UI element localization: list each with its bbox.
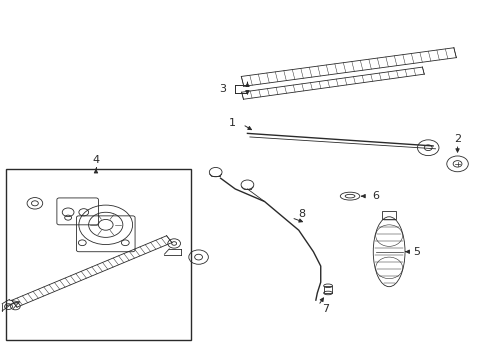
Text: 2: 2 xyxy=(454,135,461,144)
Bar xyxy=(324,286,332,293)
Text: 6: 6 xyxy=(372,191,379,201)
Text: 7: 7 xyxy=(322,304,329,314)
Text: 4: 4 xyxy=(93,155,99,165)
Bar xyxy=(5,169,191,339)
Text: 1: 1 xyxy=(229,118,236,128)
Text: 8: 8 xyxy=(299,209,306,219)
Text: 3: 3 xyxy=(220,84,226,94)
Bar xyxy=(382,211,396,219)
Text: 5: 5 xyxy=(414,247,420,257)
